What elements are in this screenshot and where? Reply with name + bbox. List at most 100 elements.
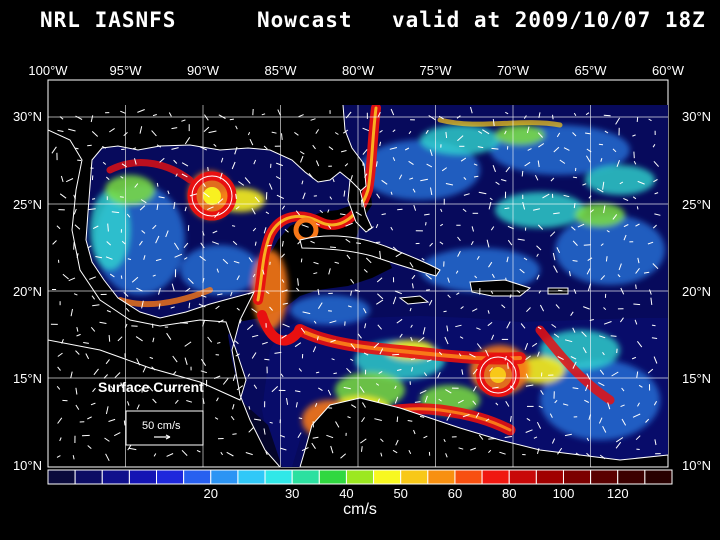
current-vector <box>631 356 637 360</box>
current-vector <box>280 434 285 438</box>
current-vectors <box>50 106 661 462</box>
current-vector <box>361 446 363 452</box>
current-vector <box>251 334 259 338</box>
current-vector <box>472 386 477 392</box>
current-vector <box>297 432 302 439</box>
current-vector <box>534 174 539 181</box>
current-vector <box>635 435 641 441</box>
current-vector <box>308 172 314 179</box>
current-vector <box>520 323 526 329</box>
current-vector <box>171 147 179 150</box>
current-vector <box>423 372 428 377</box>
current-vector <box>455 270 459 274</box>
current-vector <box>361 402 366 408</box>
current-vector <box>216 397 219 402</box>
colorbar-cell <box>318 469 347 485</box>
current-vector <box>475 412 480 418</box>
current-vector <box>141 230 146 234</box>
current-vector <box>489 367 493 372</box>
current-vector <box>604 130 609 134</box>
current-vector <box>92 198 96 200</box>
current-vector <box>476 343 482 350</box>
current-vector <box>619 181 624 185</box>
current-vector <box>607 402 611 410</box>
current-vector <box>158 196 165 199</box>
current-vector <box>357 333 362 339</box>
current-vector <box>571 226 576 231</box>
current-vector <box>128 447 137 451</box>
current-vector <box>654 439 657 446</box>
current-vector <box>540 390 544 395</box>
current-vector <box>392 157 396 161</box>
current-vector <box>346 367 352 374</box>
current-vector <box>584 399 590 403</box>
current-vector <box>244 177 251 184</box>
current-vector <box>389 147 398 150</box>
current-vector <box>462 414 470 418</box>
current-vector <box>329 196 333 200</box>
current-vector <box>463 177 467 180</box>
current-vector <box>603 307 607 311</box>
current-vector <box>238 181 245 186</box>
current-vector <box>457 135 464 142</box>
current-vector <box>553 146 560 153</box>
current-vector <box>532 208 541 211</box>
current-vector <box>141 300 144 309</box>
current-vector <box>65 178 74 183</box>
colorbar-cell <box>101 469 130 485</box>
current-vector <box>175 173 178 177</box>
current-vector <box>235 353 240 357</box>
current-vector <box>525 373 529 379</box>
current-vector <box>381 179 388 185</box>
current-vector <box>392 129 396 133</box>
current-vector <box>222 377 229 385</box>
current-vector <box>419 389 427 394</box>
current-vector <box>618 263 622 271</box>
current-vector <box>187 277 194 284</box>
current-vector <box>478 434 484 440</box>
current-vector <box>219 172 223 180</box>
current-vector <box>294 342 302 348</box>
current-vector <box>572 361 577 369</box>
current-vector <box>57 417 63 424</box>
current-vector <box>236 275 240 281</box>
current-vector <box>447 294 451 299</box>
current-vector <box>570 356 577 360</box>
current-vector <box>605 256 608 262</box>
current-vector <box>92 304 100 307</box>
current-vector <box>460 157 467 162</box>
current-vector <box>140 199 147 204</box>
current-vector <box>638 384 643 388</box>
current-vector <box>489 197 493 201</box>
current-vector <box>599 335 606 339</box>
colorbar-cell <box>210 469 239 485</box>
current-vector <box>473 175 479 178</box>
current-vector <box>375 161 378 167</box>
current-vector <box>75 387 78 395</box>
current-vector <box>361 417 366 423</box>
current-vector <box>519 268 525 274</box>
current-vector <box>282 323 290 328</box>
current-vector <box>106 310 111 313</box>
lat-label-left: 30°N <box>13 109 42 124</box>
current-vector <box>91 131 99 137</box>
current-vector <box>76 333 81 337</box>
current-vector <box>577 223 585 228</box>
current-vector <box>315 371 320 374</box>
current-vector <box>364 173 368 178</box>
current-vector <box>526 417 531 422</box>
current-vector <box>207 206 214 211</box>
current-vector <box>328 268 331 275</box>
current-vector <box>271 386 279 393</box>
colorbar-cell <box>345 469 375 485</box>
current-vector <box>425 274 432 280</box>
current-vector <box>319 209 324 214</box>
current-vector <box>573 112 577 116</box>
current-vector <box>407 420 413 422</box>
current-vector <box>216 342 221 344</box>
current-vector <box>446 325 449 332</box>
current-vector <box>444 336 449 345</box>
current-vector <box>373 342 380 349</box>
colorbar-cell <box>291 469 320 485</box>
current-vector <box>602 352 605 356</box>
